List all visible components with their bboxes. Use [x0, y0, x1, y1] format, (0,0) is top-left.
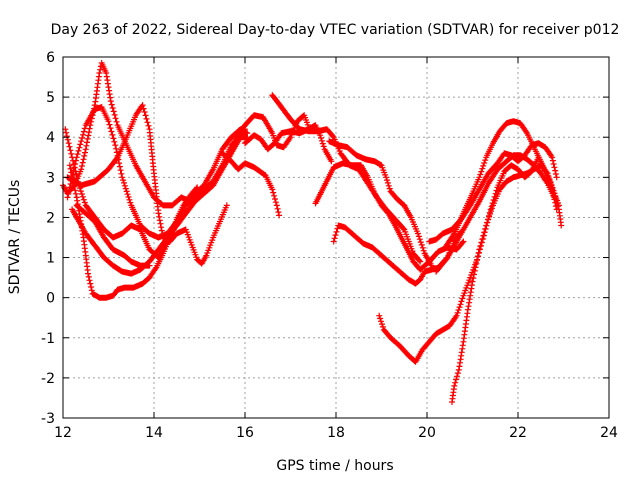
y-tick-label: 2	[46, 210, 55, 226]
chart-title: Day 263 of 2022, Sidereal Day-to-day VTE…	[51, 22, 620, 38]
y-tick-label: 3	[46, 170, 55, 186]
data-points	[60, 60, 565, 405]
x-axis-label: GPS time / hours	[276, 458, 393, 474]
series-track-18	[442, 118, 562, 251]
x-tick-label: 18	[327, 425, 345, 441]
marker-path	[326, 138, 435, 269]
series-track-19	[433, 152, 558, 275]
x-tick-label: 24	[600, 425, 618, 441]
series-track-7	[73, 202, 153, 269]
x-tick-label: 16	[236, 425, 254, 441]
marker-path	[442, 118, 562, 251]
y-tick-label: -1	[41, 331, 55, 347]
y-tick-label: 0	[46, 291, 55, 307]
marker-path	[66, 162, 201, 301]
y-axis-label: SDTVAR / TECUs	[7, 180, 23, 295]
y-tick-label: 6	[46, 50, 55, 66]
marker-path	[433, 152, 558, 275]
x-tick-label: 22	[509, 425, 527, 441]
series-track-5	[66, 162, 201, 301]
y-tick-label: -3	[41, 411, 55, 427]
series-track-10	[219, 150, 283, 219]
marker-path	[219, 150, 283, 219]
y-tick-label: 4	[46, 130, 55, 146]
x-tick-label: 20	[418, 425, 436, 441]
series-track-4	[69, 126, 248, 277]
y-tick-label: 5	[46, 90, 55, 106]
y-tick-label: 1	[46, 251, 55, 267]
marker-path	[69, 126, 248, 277]
x-tick-label: 12	[54, 425, 72, 441]
marker-path	[73, 202, 153, 269]
y-tick-label: -2	[41, 371, 55, 387]
series-track-13	[326, 138, 435, 269]
x-tick-label: 14	[145, 425, 163, 441]
